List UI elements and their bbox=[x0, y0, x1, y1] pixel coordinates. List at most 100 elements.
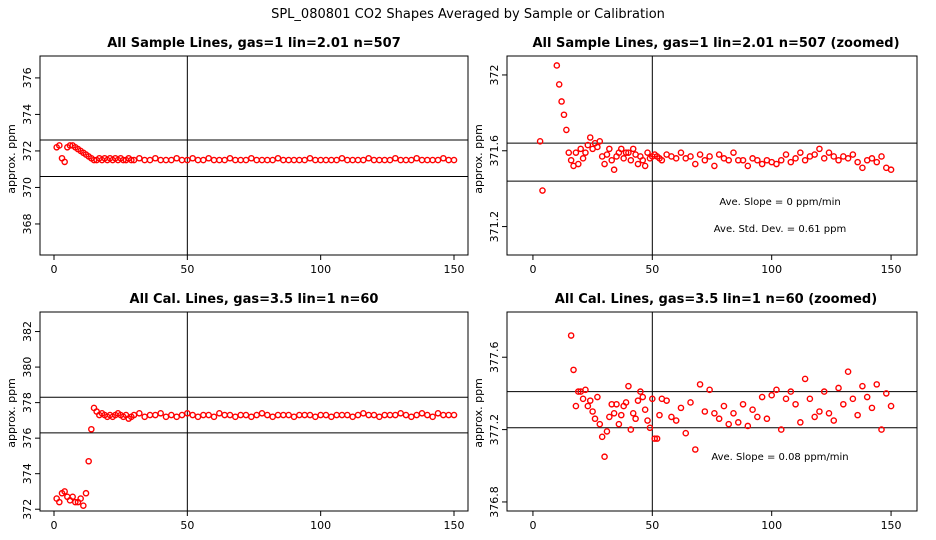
data-point bbox=[820, 388, 828, 395]
data-point bbox=[269, 156, 276, 164]
data-point bbox=[274, 154, 282, 162]
data-point bbox=[72, 498, 79, 506]
data-point bbox=[173, 413, 180, 421]
data-point bbox=[646, 424, 654, 432]
data-point bbox=[656, 411, 663, 419]
y-tick-label: 378 bbox=[21, 392, 34, 413]
data-point bbox=[216, 156, 223, 164]
x-tick-label: 150 bbox=[881, 519, 902, 532]
data-point bbox=[768, 391, 775, 399]
data-point bbox=[280, 156, 287, 164]
data-point bbox=[651, 435, 659, 442]
data-point bbox=[572, 149, 580, 156]
data-point bbox=[322, 156, 330, 164]
data-point bbox=[672, 155, 680, 162]
data-point bbox=[575, 388, 582, 395]
data-point bbox=[82, 489, 90, 497]
data-point bbox=[413, 411, 420, 419]
data-point bbox=[402, 411, 410, 419]
data-point bbox=[280, 411, 287, 419]
data-point bbox=[264, 411, 271, 419]
data-point bbox=[232, 413, 239, 421]
data-point bbox=[386, 411, 394, 419]
x-tick-label: 50 bbox=[645, 263, 659, 276]
data-point bbox=[157, 156, 164, 164]
data-point bbox=[637, 388, 644, 395]
data-point bbox=[445, 411, 452, 419]
data-point bbox=[205, 411, 212, 419]
data-point bbox=[146, 411, 154, 419]
data-point bbox=[354, 411, 362, 419]
data-point bbox=[773, 386, 780, 394]
panel-cal-lines-zoomed: All Cal. Lines, gas=3.5 lin=1 n=60 (zoom… bbox=[472, 292, 918, 532]
data-point bbox=[429, 413, 436, 421]
data-point bbox=[584, 141, 592, 149]
data-point bbox=[811, 151, 818, 158]
data-point bbox=[887, 166, 895, 174]
data-point bbox=[715, 151, 723, 158]
data-point bbox=[634, 397, 642, 404]
x-tick-label: 100 bbox=[310, 263, 331, 276]
data-point bbox=[572, 402, 580, 410]
data-point bbox=[157, 409, 164, 417]
data-point bbox=[739, 156, 747, 164]
y-tick-label: 370 bbox=[21, 177, 34, 198]
data-point bbox=[296, 411, 303, 419]
data-point bbox=[627, 156, 635, 164]
data-point bbox=[141, 413, 148, 421]
data-point bbox=[792, 155, 799, 162]
data-point bbox=[844, 368, 852, 376]
data-point bbox=[658, 156, 666, 164]
data-point bbox=[777, 156, 785, 164]
data-point bbox=[200, 156, 207, 164]
x-tick-label: 100 bbox=[310, 519, 331, 532]
data-point bbox=[392, 154, 399, 162]
data-point bbox=[365, 411, 372, 419]
panel-cal-lines: All Cal. Lines, gas=3.5 lin=1 n=60 appro… bbox=[5, 292, 469, 532]
data-point bbox=[579, 395, 587, 403]
x-tick-label: 50 bbox=[645, 519, 659, 532]
data-point bbox=[221, 411, 228, 419]
data-point bbox=[237, 411, 244, 419]
data-point bbox=[887, 402, 895, 410]
y-tick-label: 372 bbox=[21, 499, 34, 520]
data-point bbox=[787, 388, 795, 395]
data-point bbox=[253, 411, 260, 419]
data-point bbox=[365, 154, 372, 162]
x-tick-label: 0 bbox=[529, 263, 536, 276]
data-point bbox=[596, 420, 604, 428]
data-point bbox=[258, 156, 266, 164]
data-point bbox=[622, 399, 630, 406]
data-point bbox=[594, 143, 601, 151]
data-point bbox=[816, 408, 823, 415]
data-point bbox=[168, 411, 175, 419]
data-point bbox=[706, 153, 713, 160]
data-point bbox=[584, 402, 592, 410]
data-point bbox=[344, 156, 351, 164]
data-point bbox=[782, 151, 790, 158]
y-axis-label: approx. ppm bbox=[472, 378, 485, 448]
data-point bbox=[720, 402, 728, 410]
data-point bbox=[317, 156, 324, 164]
y-tick-label: 376 bbox=[21, 428, 34, 449]
data-point bbox=[653, 435, 661, 442]
data-point bbox=[69, 493, 76, 501]
plot-frame bbox=[39, 311, 469, 512]
data-point bbox=[386, 156, 394, 164]
data-point bbox=[264, 156, 271, 164]
plot-frame bbox=[506, 311, 918, 512]
data-point bbox=[622, 149, 630, 156]
y-tick-label: 371.6 bbox=[488, 135, 501, 167]
data-point bbox=[258, 409, 266, 417]
y-tick-label: 371.2 bbox=[488, 211, 501, 243]
y-tick-label: 374 bbox=[21, 104, 34, 125]
y-tick-label: 374 bbox=[21, 463, 34, 484]
data-point bbox=[677, 149, 685, 156]
data-point bbox=[141, 156, 148, 164]
data-point bbox=[189, 154, 196, 162]
data-point bbox=[868, 404, 876, 412]
data-point bbox=[344, 411, 351, 419]
data-point bbox=[440, 411, 447, 419]
data-point bbox=[878, 153, 885, 160]
